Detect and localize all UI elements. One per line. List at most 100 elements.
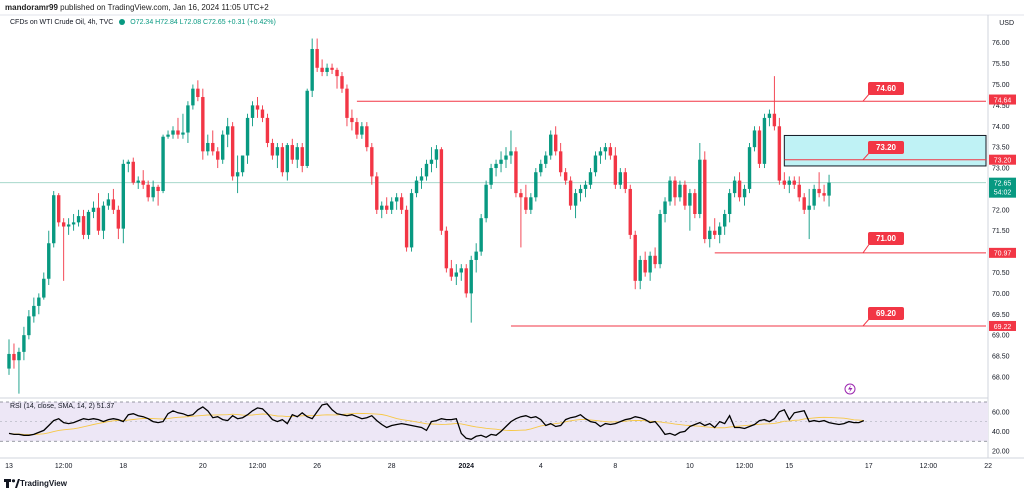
candle-body xyxy=(499,159,503,164)
candle-body xyxy=(434,149,439,160)
candle-body xyxy=(474,251,478,260)
rsi-y-tick-label: 40.00 xyxy=(992,429,1010,436)
candle-body xyxy=(131,161,135,183)
axis-74-tag-label: 74.64 xyxy=(994,97,1012,104)
author-name[interactable]: mandoramr99 xyxy=(5,3,58,12)
axis-71-tag xyxy=(989,247,1016,258)
x-tick-label: 12:00 xyxy=(736,463,754,470)
candle-body xyxy=(613,155,618,185)
zone-73-label-box xyxy=(868,141,904,154)
candle-body xyxy=(787,180,791,185)
candle-body xyxy=(424,163,429,177)
candle-body xyxy=(648,255,652,273)
level-71-pointer xyxy=(862,242,871,254)
candle-body xyxy=(718,226,722,235)
candle-body xyxy=(439,149,444,231)
candle-body xyxy=(171,130,175,135)
candle-body xyxy=(265,117,270,143)
candle-body xyxy=(454,272,458,277)
candle-body xyxy=(727,193,732,214)
candle-body xyxy=(211,142,215,152)
candle-body xyxy=(593,155,598,173)
candle-body xyxy=(638,259,642,281)
candle-body xyxy=(742,188,747,198)
last-price-label: 72.65 xyxy=(994,180,1012,187)
level-74-label: 74.60 xyxy=(876,84,897,93)
candle-body xyxy=(340,76,344,89)
candle-body xyxy=(399,197,404,210)
candle-body xyxy=(737,180,742,198)
candle-body xyxy=(558,151,563,173)
candle-body xyxy=(539,163,543,173)
candle-body xyxy=(225,126,230,135)
countdown-label: 54:02 xyxy=(994,190,1012,197)
candle-body xyxy=(708,230,712,240)
candle-body xyxy=(111,199,116,210)
currency-label[interactable]: USD xyxy=(999,20,1014,27)
candle-body xyxy=(409,193,414,248)
candle-body xyxy=(414,180,419,194)
ohlc-values: O72.34 H72.84 L72.08 C72.65 +0.31 (+0.42… xyxy=(130,19,276,26)
candle-body xyxy=(568,180,573,206)
candle-body xyxy=(469,259,473,294)
candle-body xyxy=(245,117,250,156)
candle-body xyxy=(345,88,349,118)
candle-body xyxy=(221,134,225,160)
x-tick-label: 10 xyxy=(686,463,694,470)
candle-body xyxy=(757,130,762,164)
candle-body xyxy=(519,193,523,198)
candle-body xyxy=(7,353,11,369)
y-tick-label: 76.00 xyxy=(992,40,1010,47)
tradingview-logo-icon xyxy=(4,479,20,488)
candle-body xyxy=(524,197,528,210)
candle-body xyxy=(732,180,737,194)
candle-body xyxy=(449,268,454,277)
published-header: mandoramr99 published on TradingView.com… xyxy=(5,3,269,12)
candle-body xyxy=(285,145,290,173)
candle-body xyxy=(479,218,483,252)
candle-body xyxy=(240,155,245,173)
candle-body xyxy=(270,142,275,156)
candle-body xyxy=(618,172,623,185)
candle-body xyxy=(230,126,235,177)
symbol-name[interactable]: CFDs on WTI Crude Oil, 4h, TVC xyxy=(10,19,114,26)
candle-body xyxy=(335,69,339,77)
candle-body xyxy=(216,151,220,160)
candle-body xyxy=(32,305,36,317)
candle-body xyxy=(389,201,394,210)
candle-body xyxy=(643,259,647,273)
candle-body xyxy=(827,182,831,196)
level-69-label-box xyxy=(868,307,904,320)
candle-body xyxy=(181,132,185,135)
candle-body xyxy=(544,155,548,164)
y-tick-label: 69.00 xyxy=(992,333,1010,340)
candle-body xyxy=(534,172,538,198)
x-tick-label: 22 xyxy=(984,463,992,470)
x-tick-label: 20 xyxy=(199,463,207,470)
candle-body xyxy=(37,297,41,306)
candle-body xyxy=(315,48,319,68)
candle-body xyxy=(603,147,608,152)
y-tick-label: 75.00 xyxy=(992,82,1010,89)
candle-body xyxy=(91,207,96,212)
rsi-line xyxy=(8,403,865,440)
candle-body xyxy=(772,113,777,127)
candle-body xyxy=(260,109,265,118)
candle-body xyxy=(71,222,76,225)
candle-body xyxy=(350,117,354,123)
candle-body xyxy=(628,188,632,235)
candle-body xyxy=(126,161,130,164)
candle-body xyxy=(385,205,389,210)
candle-body xyxy=(61,222,66,227)
y-tick-label: 74.00 xyxy=(992,124,1010,131)
candle-body xyxy=(444,230,449,269)
brand-name[interactable]: TradingView xyxy=(20,479,67,488)
candle-body xyxy=(404,209,409,248)
candle-body xyxy=(290,145,294,160)
candle-body xyxy=(136,180,140,183)
y-tick-label: 70.50 xyxy=(992,270,1010,277)
candle-body xyxy=(325,67,329,72)
candle-body xyxy=(295,147,299,160)
candle-body xyxy=(375,176,379,210)
